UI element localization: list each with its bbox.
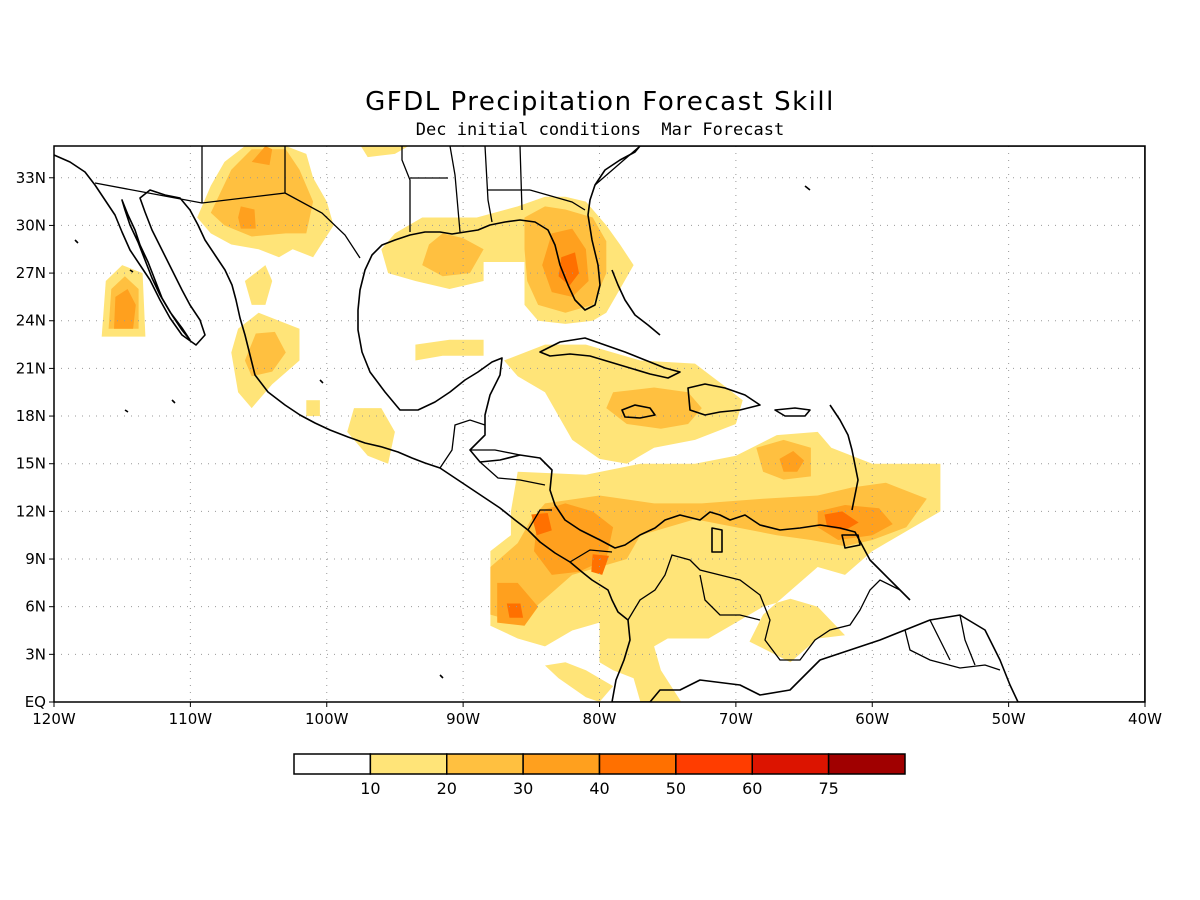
lat-tick-label: 18N bbox=[16, 407, 46, 425]
lat-tick-label: 9N bbox=[25, 550, 46, 568]
skill-region-caribbean-south-level-4 bbox=[824, 511, 859, 531]
skill-region-nw-mexico-level-3 bbox=[238, 206, 256, 229]
lon-tick-label: 70W bbox=[719, 710, 753, 728]
colorbar: 10 20 30 40 50 60 75 bbox=[293, 753, 906, 798]
lat-tick-label: EQ bbox=[25, 693, 46, 711]
lat-tick-label: 6N bbox=[25, 598, 46, 616]
lesser-antilles-coastline bbox=[829, 404, 859, 511]
skill-region-caribbean-south-level-4 bbox=[591, 554, 609, 575]
lon-tick-label: 120W bbox=[32, 710, 76, 728]
skill-region-w-mexico-level-2 bbox=[244, 331, 286, 377]
lat-tick-label: 33N bbox=[16, 169, 46, 187]
axis-labels: 120W 110W 100W 90W 80W 70W 60W 50W 40W EQ 3N 6N 9N 12… bbox=[16, 169, 1162, 728]
map-subtitle: Dec initial conditions Mar Forecast bbox=[416, 120, 784, 140]
skill-region-caribbean-level-2 bbox=[606, 387, 702, 429]
skill-region-gulf-coast-level-4 bbox=[558, 252, 579, 286]
colorbar-swatch-7 bbox=[827, 753, 906, 775]
lon-tick-label: 50W bbox=[992, 710, 1026, 728]
skill-region-gulf-coast-level-2 bbox=[422, 233, 484, 277]
colorbar-swatch-3 bbox=[522, 753, 601, 775]
lat-tick-label: 12N bbox=[16, 502, 46, 520]
skill-region-yucatan-n-level-1 bbox=[415, 339, 484, 361]
lat-tick-label: 3N bbox=[25, 645, 46, 663]
lon-tick-label: 60W bbox=[855, 710, 889, 728]
colorbar-label: 75 bbox=[818, 779, 838, 798]
colorbar-swatch-4 bbox=[598, 753, 677, 775]
skill-region-caribbean-south-level-4 bbox=[531, 513, 552, 536]
skill-region-baja-level-3 bbox=[114, 289, 136, 329]
colorbar-swatch-0 bbox=[293, 753, 372, 775]
skill-region-s-mexico-level-1 bbox=[306, 400, 320, 417]
lon-tick-label: 40W bbox=[1128, 710, 1162, 728]
skill-region-caribbean-south-level-3 bbox=[779, 451, 805, 472]
skill-region-pacific-sw-level-1 bbox=[545, 662, 614, 702]
lon-tick-label: 110W bbox=[169, 710, 213, 728]
colorbar-swatch-5 bbox=[675, 753, 753, 775]
country-borders bbox=[94, 146, 1001, 671]
cuba-coastline bbox=[539, 337, 681, 379]
lake-maracaibo-coastline bbox=[711, 527, 723, 553]
lat-tick-label: 15N bbox=[16, 455, 46, 473]
trinidad-coastline bbox=[841, 534, 861, 549]
colorbar-label: 10 bbox=[360, 779, 380, 798]
map-title: GFDL Precipitation Forecast Skill bbox=[365, 87, 835, 117]
coastlines-and-borders bbox=[54, 146, 1145, 702]
puerto-rico-coastline bbox=[774, 407, 811, 417]
skill-region-caribbean-south-level-4 bbox=[506, 603, 524, 618]
lon-tick-label: 80W bbox=[583, 710, 617, 728]
lon-tick-label: 90W bbox=[446, 710, 480, 728]
colorbar-swatch-6 bbox=[751, 753, 830, 775]
skill-region-s-mexico-level-1 bbox=[347, 408, 395, 464]
baja-california-coastline bbox=[121, 199, 191, 341]
bahamas-coastline bbox=[611, 269, 661, 336]
colorbar-label: 50 bbox=[666, 779, 686, 798]
colorbar-swatch-2 bbox=[446, 753, 524, 775]
colorbar-label: 20 bbox=[437, 779, 457, 798]
colorbar-label: 60 bbox=[742, 779, 762, 798]
hispaniola-coastline bbox=[687, 383, 761, 416]
skill-region-nw-mexico-level-2 bbox=[210, 149, 314, 237]
lat-tick-label: 27N bbox=[16, 264, 46, 282]
lat-tick-label: 21N bbox=[16, 359, 46, 377]
colorbar-label: 40 bbox=[589, 779, 609, 798]
lat-tick-label: 24N bbox=[16, 312, 46, 330]
lat-tick-label: 30N bbox=[16, 216, 46, 234]
colorbar-label: 30 bbox=[513, 779, 533, 798]
jamaica-coastline bbox=[621, 404, 656, 419]
skill-shading bbox=[101, 146, 941, 702]
skill-region-w-mexico-level-1 bbox=[244, 265, 273, 305]
colorbar-swatch-1 bbox=[369, 753, 448, 775]
skill-region-nw-mexico-level-3 bbox=[251, 146, 273, 166]
skill-region-gulf-coast-level-1 bbox=[360, 146, 409, 158]
lon-tick-label: 100W bbox=[305, 710, 349, 728]
mainland-coastline bbox=[54, 146, 1145, 702]
